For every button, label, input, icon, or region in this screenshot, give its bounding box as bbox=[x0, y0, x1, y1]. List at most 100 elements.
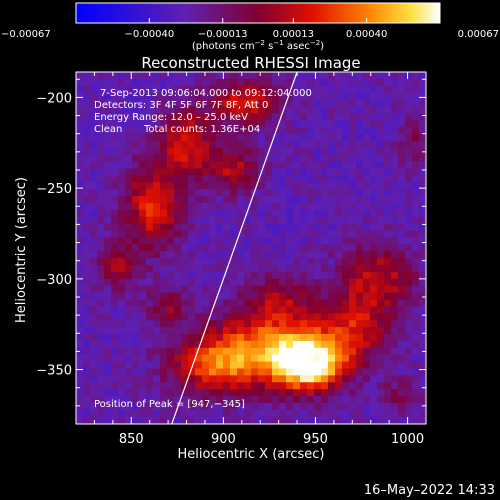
heatmap-cell bbox=[412, 402, 420, 411]
heatmap-cell bbox=[342, 237, 350, 245]
heatmap-cell bbox=[279, 127, 287, 135]
heatmap-cell bbox=[363, 265, 371, 273]
heatmap-cell bbox=[195, 396, 203, 404]
heatmap-cell bbox=[118, 361, 126, 370]
heatmap-cell bbox=[321, 299, 329, 308]
heatmap-cell bbox=[83, 203, 91, 211]
heatmap-cell bbox=[160, 134, 168, 142]
heatmap-cell bbox=[223, 416, 231, 424]
heatmap-cell bbox=[153, 327, 161, 335]
heatmap-cell bbox=[90, 140, 98, 149]
heatmap-cell bbox=[258, 368, 266, 376]
heatmap-cell bbox=[335, 423, 343, 424]
heatmap-cell bbox=[111, 134, 119, 142]
heatmap-cell bbox=[153, 389, 161, 397]
heatmap-cell bbox=[146, 92, 154, 101]
heatmap-cell bbox=[363, 72, 371, 80]
heatmap-cell bbox=[216, 72, 224, 80]
heatmap-cell bbox=[412, 85, 420, 94]
heatmap-cell bbox=[230, 382, 238, 390]
heatmap-cell bbox=[209, 106, 217, 114]
heatmap-cell bbox=[125, 271, 133, 280]
heatmap-cell bbox=[391, 140, 399, 149]
heatmap-cell bbox=[356, 230, 364, 239]
heatmap-cell bbox=[167, 292, 175, 301]
heatmap-cell bbox=[258, 154, 266, 163]
heatmap-cell bbox=[76, 340, 84, 349]
heatmap-cell bbox=[300, 313, 308, 321]
heatmap-cell bbox=[370, 409, 378, 418]
heatmap-cell bbox=[335, 416, 343, 424]
heatmap-cell bbox=[76, 134, 84, 142]
heatmap-cell bbox=[321, 265, 329, 273]
heatmap-cell bbox=[230, 299, 238, 308]
heatmap-cell bbox=[258, 361, 266, 370]
heatmap-cell bbox=[363, 389, 371, 397]
heatmap-cell bbox=[349, 182, 357, 190]
heatmap-cell bbox=[426, 182, 434, 189]
heatmap-cell bbox=[265, 175, 273, 183]
heatmap-cell bbox=[76, 230, 84, 239]
heatmap-cell bbox=[398, 72, 406, 80]
heatmap-cell bbox=[356, 72, 364, 80]
heatmap-cell bbox=[216, 182, 224, 190]
heatmap-cell bbox=[265, 402, 273, 411]
heatmap-cell bbox=[349, 134, 357, 142]
heatmap-cell bbox=[83, 340, 91, 349]
heatmap-cell bbox=[321, 175, 329, 183]
heatmap-cell bbox=[265, 113, 273, 121]
heatmap-cell bbox=[237, 423, 245, 424]
heatmap-cell bbox=[265, 299, 273, 308]
heatmap-cell bbox=[314, 354, 322, 363]
heatmap-cell bbox=[160, 154, 168, 163]
heatmap-cell bbox=[160, 340, 168, 349]
heatmap-cell bbox=[321, 285, 329, 294]
heatmap-cell bbox=[125, 285, 133, 294]
heatmap-cell bbox=[279, 409, 287, 418]
heatmap-cell bbox=[90, 230, 98, 239]
heatmap-cell bbox=[104, 258, 112, 266]
heatmap-cell bbox=[132, 258, 140, 266]
heatmap-cell bbox=[335, 196, 343, 204]
heatmap-cell bbox=[391, 216, 399, 225]
heatmap-cell bbox=[146, 147, 154, 156]
heatmap-cell bbox=[118, 134, 126, 142]
heatmap-cell bbox=[195, 382, 203, 390]
heatmap-cell bbox=[328, 106, 336, 114]
heatmap-cell bbox=[223, 409, 231, 418]
heatmap-cell bbox=[328, 396, 336, 404]
heatmap-cell bbox=[188, 347, 196, 356]
heatmap-cell bbox=[146, 216, 154, 225]
heatmap-cell bbox=[244, 230, 252, 239]
heatmap-cell bbox=[230, 147, 238, 156]
heatmap-cell bbox=[272, 327, 280, 335]
heatmap-cell bbox=[314, 85, 322, 94]
heatmap-cell bbox=[342, 92, 350, 101]
heatmap-cell bbox=[125, 258, 133, 266]
heatmap-cell bbox=[97, 361, 105, 370]
heatmap-cell bbox=[342, 334, 350, 342]
heatmap-cell bbox=[223, 168, 231, 177]
heatmap-cell bbox=[97, 258, 105, 266]
heatmap-cell bbox=[125, 134, 133, 142]
heatmap-cell bbox=[83, 258, 91, 266]
heatmap-cell bbox=[188, 258, 196, 266]
heatmap-cell bbox=[279, 361, 287, 370]
heatmap-cell bbox=[363, 244, 371, 252]
heatmap-cell bbox=[146, 375, 154, 383]
heatmap-cell bbox=[419, 92, 426, 101]
heatmap-cell bbox=[146, 265, 154, 273]
heatmap-cell bbox=[349, 258, 357, 266]
heatmap-cell bbox=[405, 216, 413, 225]
heatmap-cell bbox=[76, 327, 84, 335]
heatmap-cell bbox=[160, 182, 168, 190]
heatmap-cell bbox=[118, 416, 126, 424]
heatmap-cell bbox=[307, 175, 315, 183]
heatmap-cell bbox=[97, 127, 105, 135]
heatmap-cell bbox=[279, 182, 287, 190]
heatmap-cell bbox=[146, 189, 154, 197]
heatmap-cell bbox=[272, 99, 280, 108]
heatmap-cell bbox=[146, 120, 154, 128]
heatmap-cell bbox=[160, 258, 168, 266]
heatmap-cell bbox=[90, 134, 98, 142]
